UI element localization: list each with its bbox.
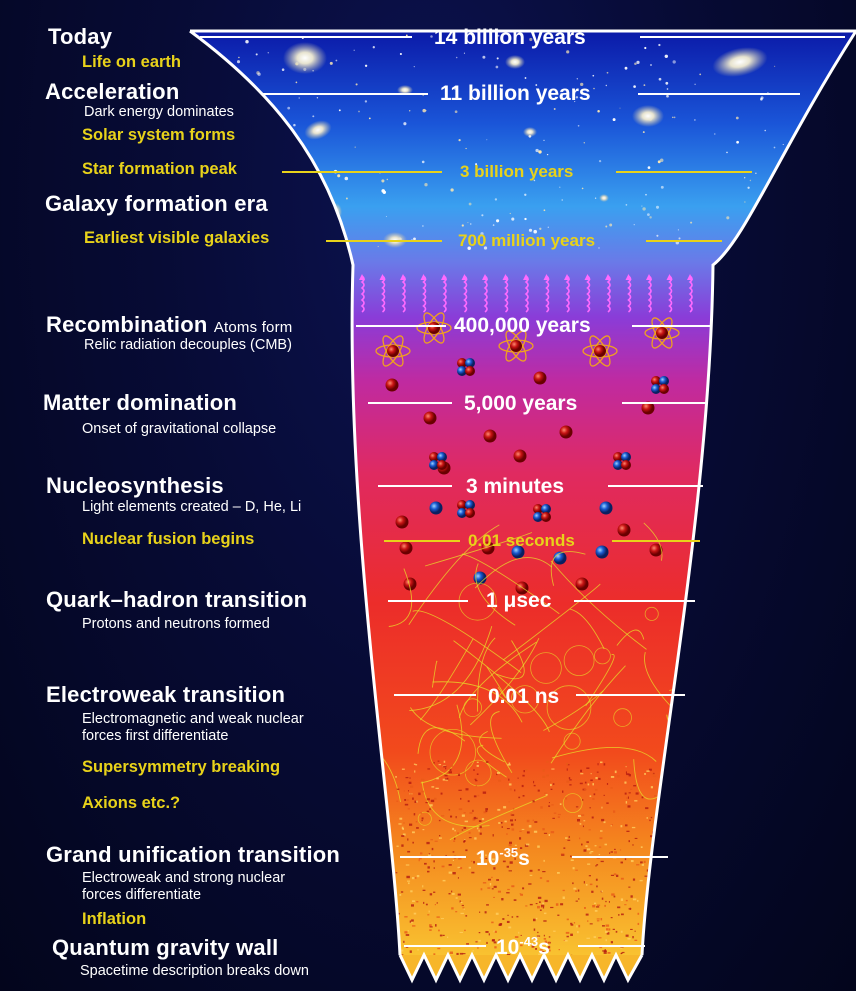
quantum-gravity-wall-edge [398,951,644,984]
epoch-lines [200,36,845,947]
label-matter-domination: Matter domination [43,390,238,415]
time-today: 14 billion years [434,26,586,49]
time-gut-exp: -35 [499,845,519,860]
label-recombination-sub: Relic radiation decouples (CMB) [84,337,292,353]
label-earliest-galaxies: Earliest visible galaxies [84,229,270,247]
time-nucleosynthesis: 3 minutes [466,475,565,498]
funnel-outline [189,29,856,956]
time-acceleration: 11 billion years [440,82,591,105]
label-inflation: Inflation [82,910,147,928]
label-today: Today [48,24,113,49]
label-grand-unification: Grand unification transition [46,842,341,867]
time-star-formation-peak: 3 billion years [460,162,574,181]
label-recombination: Recombination Atoms form [46,314,293,336]
time-gut-base: 10 [476,847,500,870]
time-electroweak: 0.01 ns [488,685,560,708]
time-quantum-gravity: 10-43s [496,935,550,958]
label-nucleosynthesis-sub: Light elements created – D, He, Li [82,499,302,515]
label-star-formation-peak: Star formation peak [82,160,237,178]
time-qg-unit: s [538,936,550,959]
time-quark-hadron: 1 μsec [486,589,552,612]
time-recombination: 400,000 years [454,314,591,337]
label-quantum-gravity-wall: Quantum gravity wall [52,935,279,960]
label-axions: Axions etc.? [82,794,181,812]
time-qg-exp: -43 [519,934,539,949]
funnel-body [190,31,856,955]
label-acceleration-sub: Dark energy dominates [84,104,234,120]
time-matter-domination: 5,000 years [464,392,578,415]
label-grand-unification-sub-1: Electroweak and strong nuclear [82,870,286,886]
time-nuclear-fusion: 0.01 seconds [468,531,575,550]
label-nucleosynthesis: Nucleosynthesis [46,473,224,498]
label-life-on-earth: Life on earth [82,53,182,71]
time-grand-unification: 10-35s [476,846,530,869]
label-quark-hadron: Quark–hadron transition [46,587,308,612]
cmb-radiation-arrows [359,274,693,313]
label-electroweak-sub-1: Electromagnetic and weak nuclear [82,711,304,727]
label-recombination-title: Recombination [46,312,208,337]
label-galaxy-formation-era: Galaxy formation era [45,191,268,216]
time-qg-base: 10 [496,936,520,959]
label-grand-unification-sub-2: forces differentiate [82,887,202,903]
label-electroweak: Electroweak transition [46,682,286,707]
label-solar-system: Solar system forms [82,126,236,144]
label-supersymmetry: Supersymmetry breaking [82,758,281,776]
label-matter-domination-sub: Onset of gravitational collapse [82,421,277,437]
time-earliest-galaxies: 700 million years [458,231,596,250]
label-nuclear-fusion: Nuclear fusion begins [82,530,255,548]
particle-icons [385,358,669,595]
label-electroweak-sub-2: forces first differentiate [82,728,229,744]
label-quantum-gravity-sub: Spacetime description breaks down [80,963,309,979]
time-gut-unit: s [518,847,530,870]
label-quark-hadron-sub: Protons and neutrons formed [82,616,270,632]
label-acceleration: Acceleration [45,79,180,104]
label-recombination-inline: Atoms form [213,319,293,336]
